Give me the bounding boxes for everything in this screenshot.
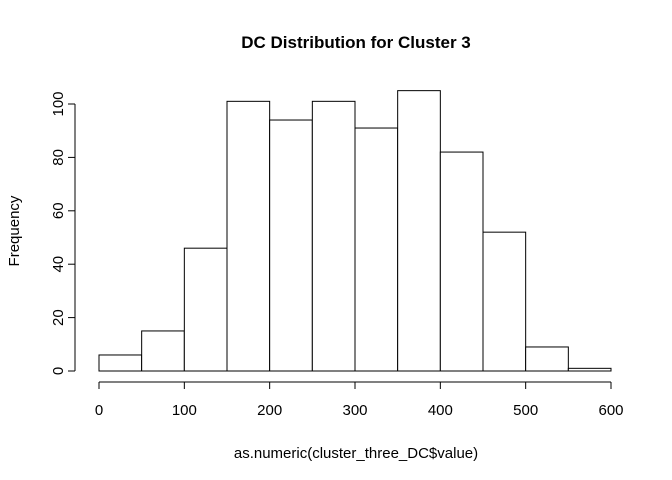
histogram-bar-500-550 (525, 346, 569, 372)
x-tick-label: 0 (95, 402, 103, 419)
chart-title: DC Distribution for Cluster 3 (241, 33, 471, 52)
histogram-bar-0-50 (98, 354, 143, 372)
histogram-bar-300-350 (354, 127, 399, 372)
histogram-bar-350-400 (397, 90, 441, 372)
y-tick-label: 0 (50, 367, 67, 375)
x-tick-label: 500 (513, 402, 538, 419)
y-tick-label: 40 (50, 256, 67, 273)
x-tick-label: 300 (342, 402, 367, 419)
x-tick-label: 200 (257, 402, 282, 419)
histogram-bar-50-100 (141, 330, 185, 372)
histogram-bar-550-600 (567, 367, 612, 372)
histogram-bar-100-150 (183, 247, 228, 372)
histogram-bar-400-450 (439, 151, 484, 372)
x-axis-label: as.numeric(cluster_three_DC$value) (234, 445, 478, 462)
histogram-bar-200-250 (269, 119, 313, 372)
histogram-bar-250-300 (311, 100, 356, 372)
x-tick-label: 400 (428, 402, 453, 419)
x-axis: 0 100 200 300 400 500 600 (95, 381, 624, 419)
histogram-bar-450-500 (482, 231, 527, 372)
y-axis-label: Frequency (6, 195, 23, 266)
histogram-bar-150-200 (226, 100, 271, 372)
y-tick-label: 60 (50, 202, 67, 219)
x-tick-label: 600 (598, 402, 623, 419)
y-axis: 0 20 40 60 80 100 (50, 91, 76, 375)
y-tick-label: 80 (50, 149, 67, 166)
x-tick-label: 100 (172, 402, 197, 419)
y-tick-label: 100 (50, 91, 67, 116)
y-tick-label: 20 (50, 309, 67, 326)
bars-group (98, 90, 612, 372)
